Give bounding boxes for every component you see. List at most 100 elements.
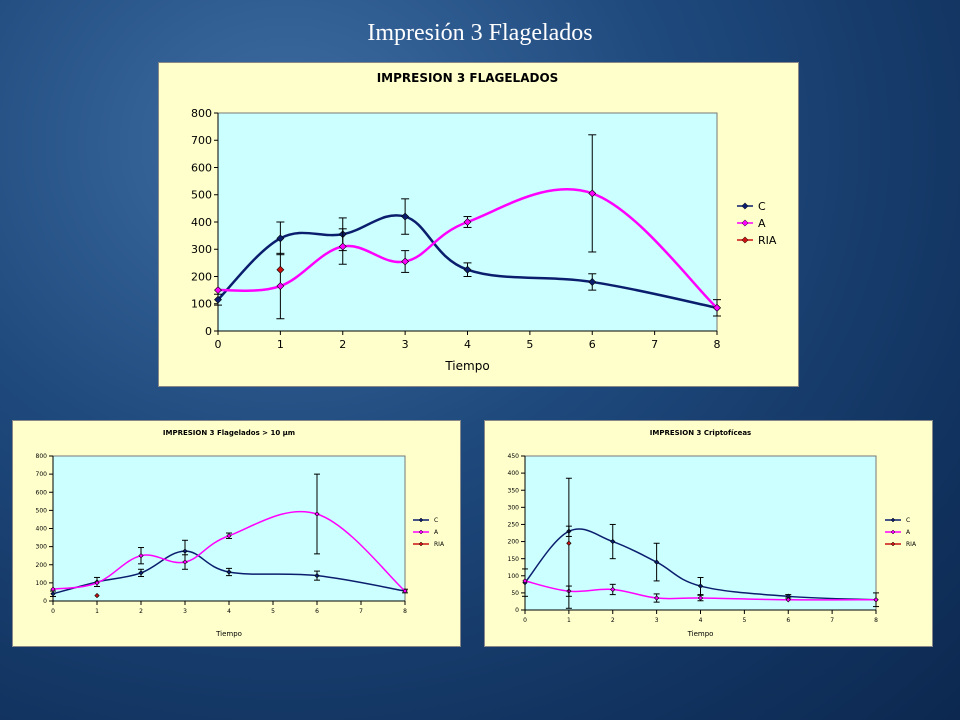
data-point-a <box>214 286 222 295</box>
x-tick-label: 7 <box>359 608 363 615</box>
x-tick-label: 4 <box>699 617 703 624</box>
chart-title: IMPRESION 3 Criptofíceas <box>650 429 751 437</box>
y-tick-label: 600 <box>36 489 48 496</box>
x-tick-label: 1 <box>277 338 284 351</box>
y-tick-label: 700 <box>36 471 48 478</box>
y-tick-label: 200 <box>36 562 48 569</box>
chart-flagelados: IMPRESION 3 FLAGELADOS 0 100 200 300 400 500 60… <box>158 62 799 387</box>
y-tick-label: 100 <box>36 580 48 587</box>
y-tick-label: 250 <box>508 522 520 529</box>
plot-area <box>52 455 406 602</box>
data-point-a <box>182 559 188 565</box>
x-tick-label: 2 <box>139 608 143 615</box>
data-point-a <box>522 578 528 584</box>
legend-marker-ria <box>741 236 749 244</box>
y-tick-label: 0 <box>515 607 519 614</box>
data-point-a <box>314 511 320 517</box>
data-point-c <box>697 583 704 589</box>
x-tick-label: 3 <box>183 608 187 615</box>
legend-marker-c <box>418 517 424 523</box>
legend-label-c: C <box>758 200 766 213</box>
data-point-a <box>463 218 472 226</box>
legend-label-ria: RIA <box>434 541 445 548</box>
y-tick-label: 200 <box>508 539 520 546</box>
y-tick-label: 350 <box>508 487 520 494</box>
data-point-c <box>401 212 410 221</box>
legend-label-a: A <box>758 217 766 230</box>
legend-marker-c <box>890 517 896 523</box>
data-point-a <box>401 257 410 266</box>
y-tick-label: 700 <box>191 134 212 147</box>
data-point-a <box>873 597 879 603</box>
data-point-c <box>182 548 188 554</box>
x-tick-label: 4 <box>227 608 231 615</box>
x-tick-label: 3 <box>655 617 659 624</box>
x-tick-label: 0 <box>215 338 222 351</box>
data-point-a <box>610 586 616 593</box>
legend-label-a: A <box>434 529 439 536</box>
y-tick-label: 800 <box>191 107 212 120</box>
chart-criptoficeas: IMPRESION 3 Criptofíceas 0 50 100 150 200 250 3… <box>484 420 933 647</box>
legend-marker-ria <box>418 541 424 547</box>
data-point-c <box>50 591 56 597</box>
x-tick-label: 7 <box>830 617 834 624</box>
x-axis-label: Tiempo <box>444 359 489 373</box>
y-tick-label: 300 <box>508 504 520 511</box>
legend-label-a: A <box>906 529 911 536</box>
y-tick-label: 300 <box>191 243 212 256</box>
x-tick-label: 6 <box>589 338 596 351</box>
legend-marker-ria <box>890 541 896 547</box>
y-tick-label: 200 <box>191 270 212 283</box>
data-point-a <box>226 533 232 539</box>
x-tick-label: 4 <box>464 338 471 351</box>
x-axis-label: Tiempo <box>215 630 242 638</box>
y-tick-label: 600 <box>191 161 212 174</box>
y-tick-label: 50 <box>511 590 519 597</box>
x-tick-label: 5 <box>526 338 533 351</box>
x-tick-label: 8 <box>403 608 407 615</box>
x-axis-label: Tiempo <box>687 630 714 638</box>
legend-marker-a <box>741 219 749 227</box>
x-tick-label: 5 <box>742 617 746 624</box>
data-point-a <box>276 282 285 290</box>
slide-title: Impresión 3 Flagelados <box>367 20 593 46</box>
data-point-a <box>785 597 791 603</box>
data-point-c <box>654 559 660 565</box>
y-tick-label: 100 <box>508 573 520 580</box>
y-tick-label: 800 <box>36 453 48 460</box>
y-tick-label: 300 <box>36 544 48 551</box>
y-tick-label: 150 <box>508 556 520 563</box>
y-tick-label: 100 <box>191 298 212 311</box>
legend-label-ria: RIA <box>758 234 777 247</box>
data-point-c <box>314 573 320 579</box>
data-point-a <box>713 303 721 312</box>
x-tick-label: 8 <box>874 617 878 624</box>
x-tick-label: 1 <box>95 608 99 615</box>
x-tick-label: 3 <box>402 338 409 351</box>
data-point-c <box>276 234 285 243</box>
y-tick-label: 500 <box>191 189 212 202</box>
y-tick-label: 0 <box>43 598 47 605</box>
x-tick-label: 1 <box>567 617 571 624</box>
x-tick-label: 2 <box>339 338 346 351</box>
data-point-c <box>463 265 472 274</box>
legend-label-ria: RIA <box>906 541 917 548</box>
data-point-a <box>697 595 704 601</box>
y-tick-label: 450 <box>508 453 520 460</box>
data-point-a <box>50 586 56 592</box>
data-point-c <box>214 295 222 304</box>
data-point-ria <box>276 265 285 274</box>
chart-flagelados-10um: IMPRESION 3 Flagelados > 10 µm 0 100 200 300… <box>12 420 461 647</box>
x-tick-label: 0 <box>523 617 527 624</box>
chart-criptoficeas-svg: IMPRESION 3 Criptofíceas0501001502002503… <box>508 429 923 638</box>
data-point-c <box>138 570 144 576</box>
data-point-a <box>588 189 597 198</box>
x-tick-label: 0 <box>51 608 55 615</box>
series-line-a <box>217 188 718 309</box>
data-point-a <box>94 580 100 586</box>
data-point-c <box>610 538 616 545</box>
data-point-a <box>402 588 408 594</box>
chart-title: IMPRESION 3 Flagelados > 10 µm <box>163 429 295 437</box>
x-tick-label: 8 <box>714 338 721 351</box>
chart-flagelados-10um-svg: IMPRESION 3 Flagelados > 10 µm 0 100 200 300… <box>36 429 451 638</box>
